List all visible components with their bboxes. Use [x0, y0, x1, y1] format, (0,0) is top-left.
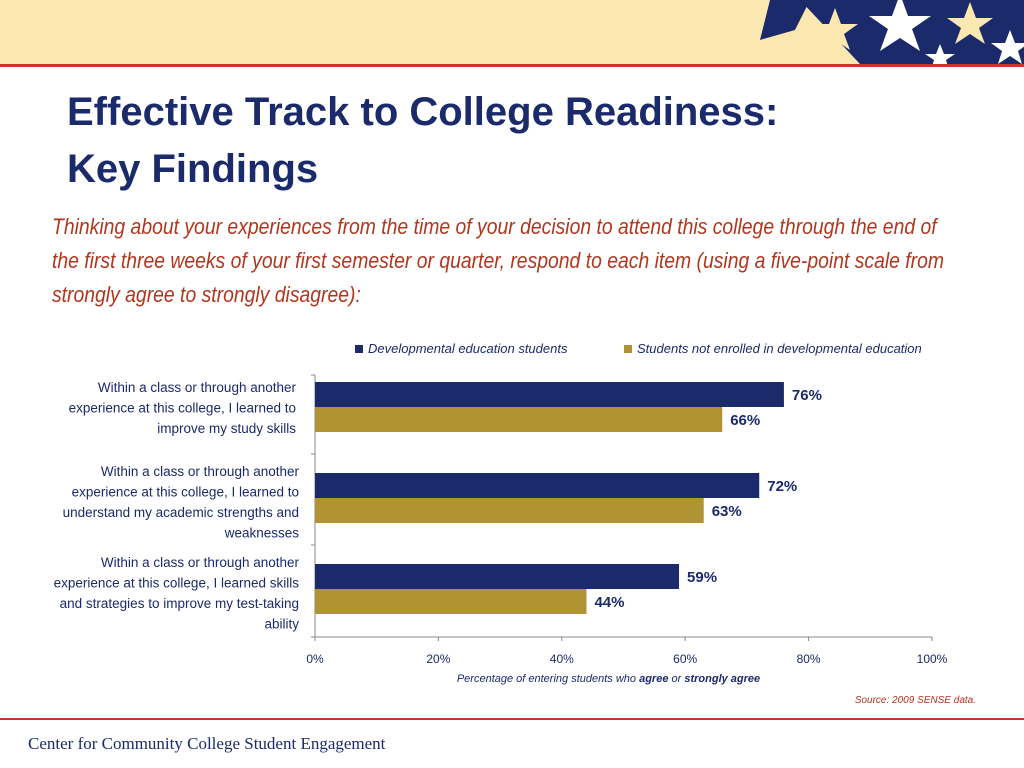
- bar-1-0: [315, 407, 723, 432]
- x-tick-label-5: 100%: [917, 652, 948, 666]
- x-tick-label-2: 40%: [550, 652, 574, 666]
- category-label-2-line-0: Within a class or through another: [101, 555, 300, 570]
- x-tick-label-1: 20%: [426, 652, 450, 666]
- title-line-2: Key Findings: [67, 147, 319, 191]
- legend-swatch-0: [355, 345, 363, 353]
- stars-icon: [740, 0, 1024, 64]
- category-label-2-line-2: and strategies to improve my test-taking: [60, 596, 299, 611]
- legend-swatch-1: [624, 345, 632, 353]
- bar-0-0: [315, 382, 784, 407]
- bar-0-2: [315, 564, 680, 589]
- x-axis-label: Percentage of entering students who agre…: [457, 673, 760, 685]
- legend-label-1: Students not enrolled in developmental e…: [637, 341, 922, 356]
- x-axis-label-part-0: Percentage of entering students who: [457, 673, 639, 685]
- data-label-0-0: 76%: [792, 387, 822, 404]
- category-label-0-line-0: Within a class or through another: [98, 380, 297, 395]
- data-label-0-2: 59%: [687, 569, 717, 586]
- title-line-1: Effective Track to College Readiness:: [67, 90, 779, 134]
- category-label-1-line-0: Within a class or through another: [101, 464, 300, 479]
- x-axis-label-part-2: or: [668, 673, 684, 685]
- x-axis-label-part-1: agree: [639, 673, 668, 685]
- category-label-2-line-3: ability: [264, 617, 299, 632]
- page-title: Effective Track to College Readiness: Ke…: [67, 84, 967, 198]
- header-rule: [0, 64, 1024, 67]
- data-label-1-2: 44%: [594, 594, 624, 611]
- bar-chart: Developmental education students Students…: [54, 341, 948, 685]
- category-label-0-line-1: experience at this college, I learned to: [69, 401, 296, 416]
- survey-question: Thinking about your experiences from the…: [52, 214, 945, 307]
- x-tick-label-0: 0%: [306, 652, 324, 666]
- category-label-1-line-2: understand my academic strengths and: [63, 505, 299, 520]
- category-label-2-line-1: experience at this college, I learned sk…: [54, 576, 300, 591]
- stars-decoration: [740, 0, 1024, 64]
- x-axis-label-part-3: strongly agree: [684, 673, 760, 685]
- data-label-0-1: 72%: [767, 478, 797, 495]
- category-label-2: Within a class or through another experie…: [54, 555, 300, 632]
- bar-0-1: [315, 473, 760, 498]
- footer-rule: [0, 718, 1024, 720]
- x-tick-label-3: 60%: [673, 652, 697, 666]
- source-note: Source: 2009 SENSE data.: [854, 695, 976, 706]
- footer-text: Center for Community College Student Eng…: [28, 734, 386, 753]
- bar-1-2: [315, 589, 587, 614]
- category-label-0: Within a class or through another experie…: [69, 380, 297, 436]
- category-label-1-line-1: experience at this college, I learned to: [72, 485, 299, 500]
- category-label-0-line-2: improve my study skills: [157, 421, 296, 436]
- category-label-1-line-3: weaknesses: [224, 526, 300, 541]
- category-label-1: Within a class or through another experie…: [63, 464, 300, 541]
- x-tick-label-4: 80%: [797, 652, 821, 666]
- data-label-1-1: 63%: [712, 503, 742, 520]
- legend-label-0: Developmental education students: [368, 341, 568, 356]
- data-label-1-0: 66%: [730, 412, 760, 429]
- bar-1-1: [315, 498, 704, 523]
